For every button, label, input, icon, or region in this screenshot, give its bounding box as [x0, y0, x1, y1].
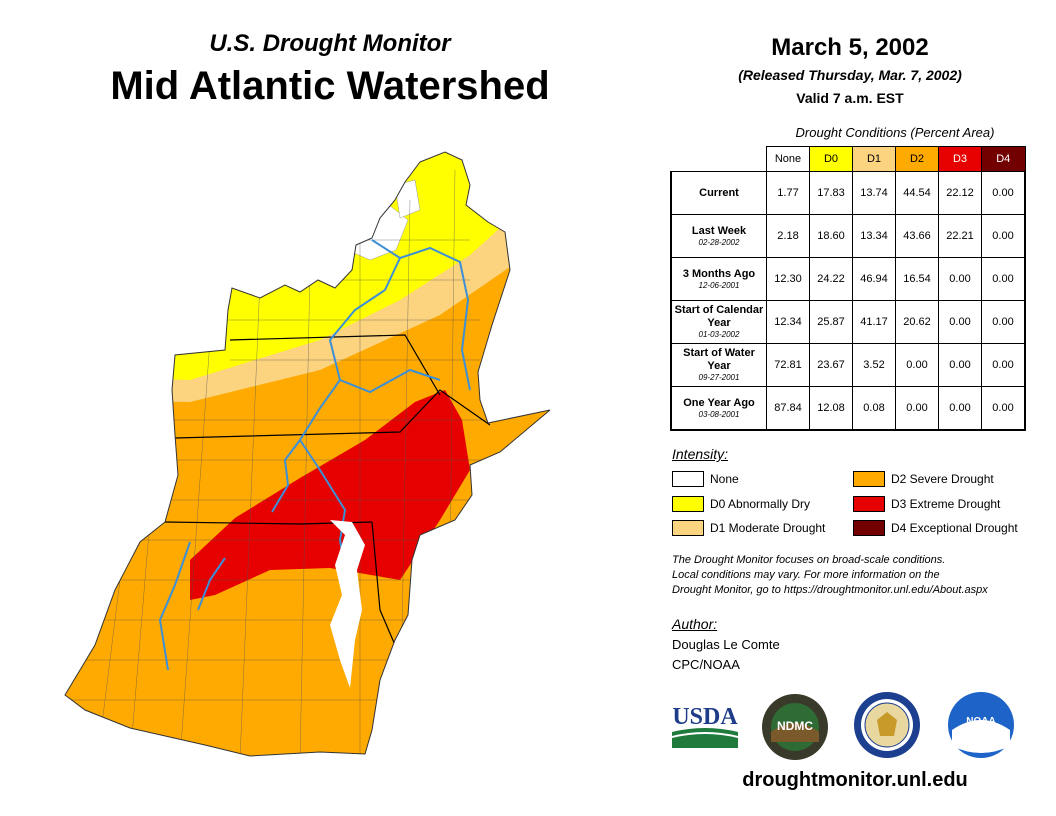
table-cell: 0.00 [981, 300, 1026, 344]
row-label: Last Week 02-28-2002 [670, 214, 767, 258]
conditions-title: Drought Conditions (Percent Area) [795, 125, 995, 140]
author-name: Douglas Le Comte [672, 637, 780, 652]
table-cell: 0.08 [852, 386, 896, 431]
table-cell: 23.67 [809, 343, 853, 387]
table-cell: 13.74 [852, 171, 896, 215]
legend-item-d4: D4 Exceptional Drought [853, 519, 1018, 537]
drought-map [64, 151, 551, 757]
table-cell: 0.00 [895, 386, 939, 431]
legend-item-d2: D2 Severe Drought [853, 470, 994, 488]
table-cell: 3.52 [852, 343, 896, 387]
table-cell: 2.18 [766, 214, 810, 258]
table-cell: 0.00 [981, 214, 1026, 258]
author-title: Author: [672, 616, 718, 632]
ndmc-logo: NDMC [762, 694, 828, 760]
map-date: March 5, 2002 [771, 34, 929, 61]
release-date: (Released Thursday, Mar. 7, 2002) [738, 67, 962, 83]
author-org: CPC/NOAA [672, 657, 740, 672]
table-row: Start of Water Year 09-27-2001 72.81 23.6… [670, 343, 1026, 387]
valid-time: Valid 7 a.m. EST [796, 90, 904, 106]
table-cell: 0.00 [981, 171, 1026, 215]
table-cell: 12.34 [766, 300, 810, 344]
legend-item-d0: D0 Abnormally Dry [672, 495, 810, 513]
row-label: Start of Calendar Year 01-03-2002 [670, 300, 767, 344]
col-header-d2: D2 [895, 146, 939, 172]
legend-item-d3: D3 Extreme Drought [853, 495, 1000, 513]
col-header-d0: D0 [809, 146, 853, 172]
table-cell: 0.00 [981, 257, 1026, 301]
row-date: 01-03-2002 [698, 330, 740, 339]
table-cell: 72.81 [766, 343, 810, 387]
table-cell: 17.83 [809, 171, 853, 215]
col-header-d1: D1 [852, 146, 896, 172]
table-cell: 24.22 [809, 257, 853, 301]
doc-seal-logo [854, 692, 920, 758]
svg-text:NDMC: NDMC [777, 719, 813, 733]
table-row: 3 Months Ago 12-06-2001 12.30 24.22 46.94… [670, 257, 1026, 301]
disclaimer-note: The Drought Monitor focuses on broad-sca… [672, 554, 988, 596]
row-date: 09-27-2001 [698, 373, 740, 382]
table-cell: 0.00 [938, 300, 982, 344]
legend-swatch [672, 471, 704, 487]
table-cell: 16.54 [895, 257, 939, 301]
table-cell: 41.17 [852, 300, 896, 344]
legend-title: Intensity: [672, 446, 729, 462]
table-cell: 25.87 [809, 300, 853, 344]
col-header-none: None [766, 146, 810, 172]
usda-logo: USDA [672, 704, 738, 748]
legend-swatch [853, 520, 885, 536]
legend-item-none: None [672, 470, 739, 488]
table-cell: 43.66 [895, 214, 939, 258]
table-cell: 0.00 [895, 343, 939, 387]
row-date: 03-08-2001 [698, 409, 740, 419]
svg-text:NOAA: NOAA [966, 716, 995, 727]
table-row: Start of Calendar Year 01-03-2002 12.34 2… [670, 300, 1026, 344]
map-title: Mid Atlantic Watershed [110, 64, 550, 108]
table-cell: 0.00 [981, 343, 1026, 387]
col-header-d3: D3 [938, 146, 982, 172]
conditions-table: None D0 D1 D2 D3 D4 Current 1.77 17.83 1… [670, 146, 1026, 431]
table-cell: 22.12 [938, 171, 982, 215]
table-cell: 87.84 [766, 386, 810, 431]
row-label: Current [670, 171, 767, 215]
table-cell: 20.62 [895, 300, 939, 344]
table-cell: 46.94 [852, 257, 896, 301]
table-cell: 13.34 [852, 214, 896, 258]
row-date: 02-28-2002 [698, 237, 740, 247]
legend-swatch [853, 496, 885, 512]
table-cell: 22.21 [938, 214, 982, 258]
table-cell: 0.00 [981, 386, 1026, 431]
legend-swatch [672, 520, 704, 536]
table-row: Current 1.77 17.83 13.74 44.54 22.12 0.0… [670, 171, 1026, 215]
table-row: One Year Ago 03-08-2001 87.84 12.08 0.08 … [670, 386, 1026, 431]
col-header-d4: D4 [981, 146, 1026, 172]
website-url[interactable]: droughtmonitor.unl.edu [742, 769, 968, 791]
table-cell: 18.60 [809, 214, 853, 258]
table-cell: 44.54 [895, 171, 939, 215]
row-label: Start of Water Year 09-27-2001 [670, 343, 767, 387]
table-row: Last Week 02-28-2002 2.18 18.60 13.34 43.… [670, 214, 1026, 258]
table-cell: 0.00 [938, 343, 982, 387]
table-cell: 12.08 [809, 386, 853, 431]
row-date: 12-06-2001 [698, 280, 740, 290]
legend-item-d1: D1 Moderate Drought [672, 519, 825, 537]
row-label: One Year Ago 03-08-2001 [670, 386, 767, 431]
map-subtitle: U.S. Drought Monitor [209, 30, 451, 57]
table-cell: 12.30 [766, 257, 810, 301]
row-label: 3 Months Ago 12-06-2001 [670, 257, 767, 301]
noaa-logo: NOAA [948, 692, 1014, 758]
legend-swatch [853, 471, 885, 487]
table-cell: 0.00 [938, 386, 982, 431]
legend-swatch [672, 496, 704, 512]
table-cell: 1.77 [766, 171, 810, 215]
svg-text:USDA: USDA [672, 704, 738, 730]
table-cell: 0.00 [938, 257, 982, 301]
